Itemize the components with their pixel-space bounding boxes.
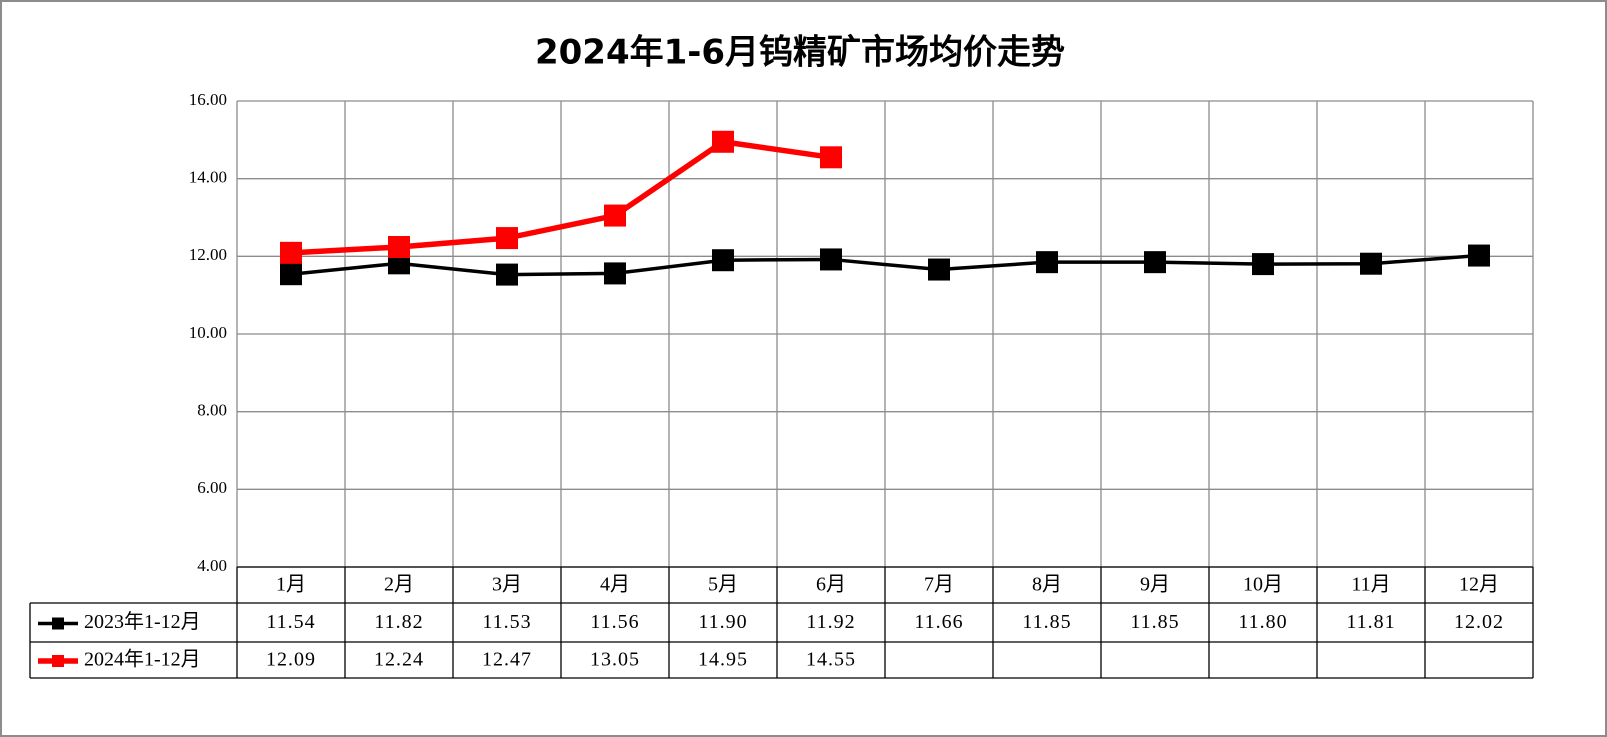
table-value: 14.95: [698, 649, 748, 671]
x-tick-label: 4月: [600, 574, 630, 596]
table-value: 11.53: [482, 611, 531, 633]
table-value: 12.24: [374, 649, 424, 671]
x-tick-label: 1月: [276, 574, 306, 596]
table-value: 12.09: [266, 649, 316, 671]
chart-title: 2024年1-6月钨精矿市场均价走势: [535, 33, 1065, 73]
table-value: 13.05: [590, 649, 640, 671]
marker: [712, 249, 734, 272]
x-tick-label: 7月: [924, 574, 954, 596]
marker: [712, 130, 734, 153]
legend-label: 2023年1-12月: [84, 610, 201, 633]
table-value: 11.56: [590, 611, 639, 633]
x-tick-label: 12月: [1459, 574, 1499, 596]
table-value: 11.92: [806, 611, 855, 633]
x-tick-label: 2月: [384, 574, 414, 596]
marker: [604, 262, 626, 285]
marker: [496, 263, 518, 286]
series-line: [290, 253, 1480, 277]
marker: [280, 241, 302, 264]
x-tick-label: 6月: [816, 574, 846, 596]
table-value: 11.81: [1346, 611, 1395, 633]
series-line: [290, 139, 832, 256]
marker: [1252, 253, 1274, 276]
table-value: 11.66: [914, 611, 963, 633]
y-tick-label: 6.00: [197, 478, 227, 497]
marker: [820, 248, 842, 271]
table-value: 11.85: [1130, 611, 1179, 633]
marker: [1360, 252, 1382, 275]
marker: [820, 146, 842, 169]
y-tick-label: 4.00: [197, 556, 227, 575]
y-tick-label: 16.00: [189, 90, 227, 109]
legend-marker: [52, 617, 64, 630]
legend-marker: [52, 655, 64, 667]
y-tick-label: 14.00: [189, 168, 227, 187]
marker: [1468, 244, 1490, 267]
marker: [1144, 251, 1166, 274]
table-value: 11.82: [374, 611, 423, 633]
y-tick-label: 8.00: [197, 401, 227, 420]
marker: [604, 204, 626, 227]
x-tick-label: 10月: [1243, 574, 1283, 596]
marker: [388, 236, 410, 259]
y-tick-label: 10.00: [189, 323, 227, 342]
table-value: 12.47: [482, 649, 532, 671]
table-value: 11.90: [698, 611, 747, 633]
marker: [280, 263, 302, 286]
x-tick-label: 11月: [1351, 574, 1390, 596]
table-value: 11.54: [266, 611, 315, 633]
marker: [496, 227, 518, 250]
x-tick-label: 3月: [492, 574, 522, 596]
y-tick-label: 12.00: [189, 245, 227, 264]
marker: [928, 258, 950, 281]
table-value: 11.85: [1022, 611, 1071, 633]
marker: [1036, 251, 1058, 274]
table-value: 14.55: [806, 649, 856, 671]
x-tick-label: 8月: [1032, 574, 1062, 596]
x-tick-label: 9月: [1140, 574, 1170, 596]
table-value: 11.80: [1238, 611, 1287, 633]
table-value: 12.02: [1454, 611, 1504, 633]
legend-label: 2024年1-12月: [84, 648, 201, 671]
x-tick-label: 5月: [708, 574, 738, 596]
